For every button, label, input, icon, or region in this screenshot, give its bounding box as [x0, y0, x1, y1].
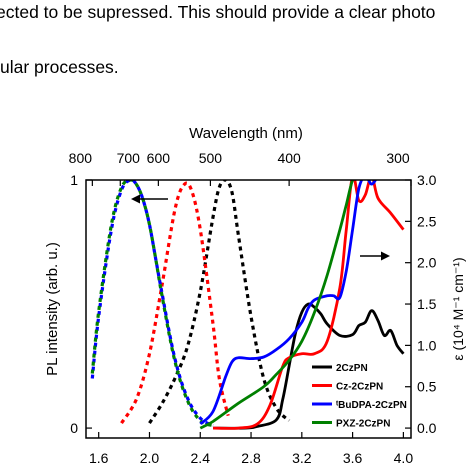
pxz-2czpn-pl-curve — [90, 180, 214, 428]
y-right-tick-label: 2.5 — [417, 213, 437, 229]
legend-label: ᵗBuDPA-2CzPN — [336, 400, 407, 411]
y-right-axis-title: ε (10⁴ M⁻¹ cm⁻¹) — [450, 257, 466, 360]
x-tick-label: 2.4 — [191, 450, 211, 466]
x-tick-label: 2.8 — [241, 450, 261, 466]
y-left-tick-label: 1 — [70, 172, 78, 188]
x-tick-label: 1.6 — [89, 450, 109, 466]
budpa-2czpn-absorption-curve — [199, 180, 378, 425]
body-text-line-1: ected to be supressed. This should provi… — [0, 2, 436, 22]
legend-label: PXZ-2CzPN — [336, 419, 390, 430]
cz-2czpn-absorption-curve — [212, 180, 405, 430]
pl-direction-arrow — [131, 194, 168, 204]
y-right-tick-label: 0.0 — [417, 420, 437, 436]
top-tick-label: 800 — [69, 150, 93, 166]
y-right-tick-label: 2.0 — [417, 255, 437, 271]
x-tick-label: 4.0 — [394, 450, 414, 466]
pxz-2czpn-absorption-curve — [199, 180, 355, 430]
absorption-direction-arrow — [360, 251, 390, 261]
2czpn-absorption-curve — [212, 302, 405, 430]
legend: 2CzPN Cz-2CzPN ᵗBuDPA-2CzPN PXZ-2CzPN — [312, 363, 407, 430]
legend-label: 2CzPN — [336, 363, 368, 374]
y-right-tick-label: 0.5 — [417, 379, 437, 395]
budpa-2czpn-pl-curve — [90, 180, 214, 428]
x-tick-label: 2.0 — [140, 450, 160, 466]
plot-frame — [85, 179, 412, 439]
top-tick-label: 400 — [277, 150, 301, 166]
top-axis-title: Wavelength (nm) — [189, 125, 303, 142]
y-right-tick-label: 1.0 — [417, 337, 437, 353]
body-text-line-2: ular processes. — [0, 57, 119, 77]
top-tick-label: 700 — [117, 150, 141, 166]
x-tick-label: 3.6 — [343, 450, 363, 466]
cz-2czpn-pl-curve — [120, 181, 230, 424]
y-right-tick-label: 3.0 — [417, 172, 437, 188]
x-tick-label: 3.2 — [292, 450, 312, 466]
top-tick-label: 300 — [386, 150, 410, 166]
y-left-axis-title: PL intensity (arb. u.) — [44, 242, 61, 376]
legend-label: Cz-2CzPN — [336, 382, 383, 393]
y-right-tick-label: 1.5 — [417, 296, 437, 312]
y-left-tick-label: 0 — [70, 420, 78, 436]
top-tick-label: 600 — [147, 150, 171, 166]
top-tick-label: 500 — [199, 150, 223, 166]
